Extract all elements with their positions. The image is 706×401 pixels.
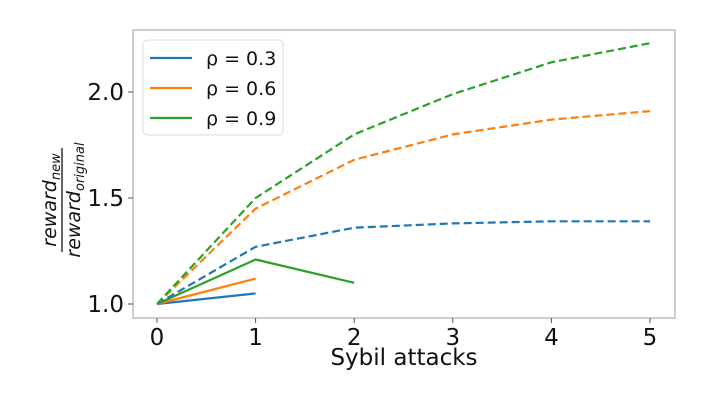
y-label-numerator: rewardnew (39, 153, 64, 247)
legend-box (142, 39, 284, 136)
legend: ρ = 0.3 ρ = 0.6 ρ = 0.9 (142, 39, 284, 136)
y-tick-label: 2.0 (87, 80, 124, 106)
x-tick-label: 4 (544, 325, 559, 351)
x-tick-label: 1 (248, 325, 263, 351)
y-axis-label: rewardnew rewardoriginal (39, 142, 88, 258)
y-label-denominator: rewardoriginal (63, 142, 88, 258)
y-tick-label: 1.5 (87, 186, 124, 212)
x-tick-label: 5 (643, 325, 658, 351)
legend-label: ρ = 0.3 (206, 48, 276, 70)
x-tick-label: 0 (150, 325, 165, 351)
x-axis-ticks: 0 1 2 3 4 5 (150, 318, 658, 351)
axes-frame (132, 29, 676, 319)
legend-label: ρ = 0.6 (206, 78, 276, 100)
series-line-4 (156, 110, 651, 305)
series-line-0 (156, 292, 256, 306)
series-line-5 (156, 42, 651, 305)
x-tick-label: 3 (445, 325, 460, 351)
x-tick-label: 2 (347, 325, 362, 351)
plot-area (156, 42, 651, 306)
y-tick-label: 1.0 (87, 292, 124, 318)
series-line-1 (156, 277, 256, 306)
y-axis-ticks: 1.0 1.5 2.0 (87, 80, 133, 318)
series-line-2 (156, 258, 355, 306)
x-axis-label: Sybil attacks (330, 345, 477, 371)
legend-label: ρ = 0.9 (206, 108, 276, 130)
